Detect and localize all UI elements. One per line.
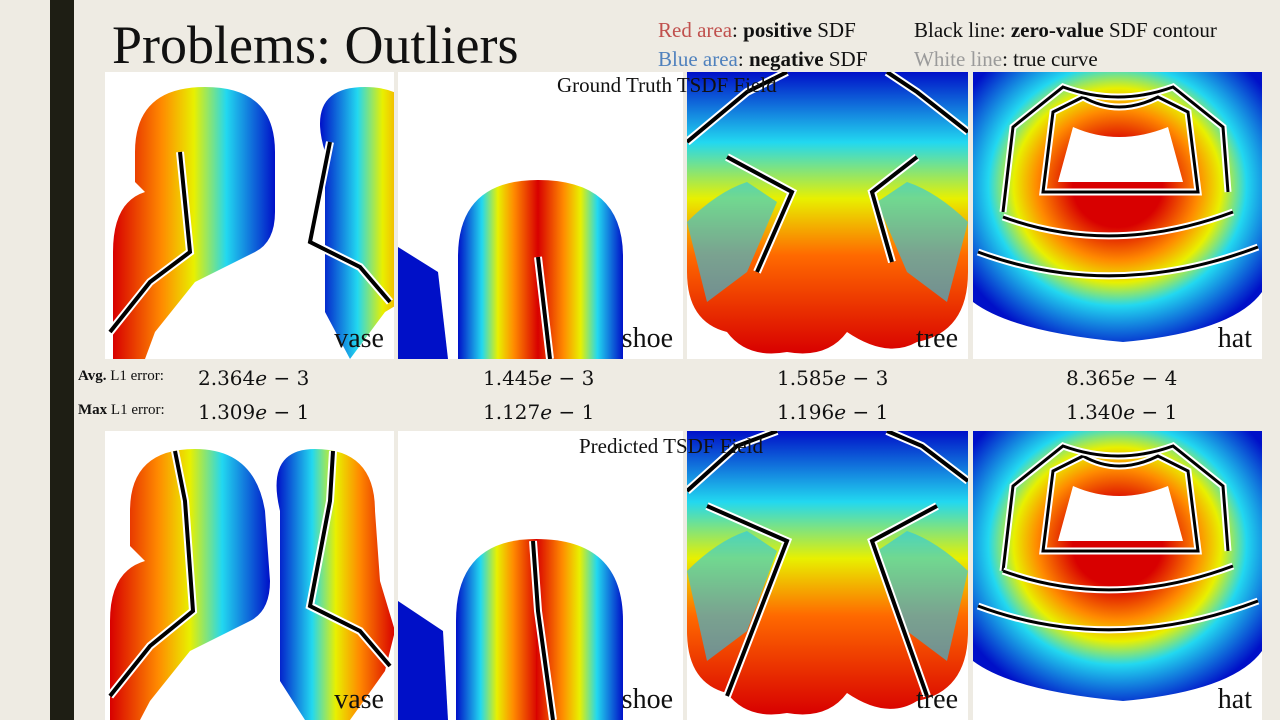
slide-title: Problems: Outliers [112,15,519,75]
max-error-label-bold: Max [78,402,108,418]
max-error-tree: 1.196e − 1 [777,400,889,424]
legend-blue-sep: : [737,47,744,71]
pred-vase-field [106,449,394,720]
max-error-label: Max L1 error: [78,402,165,419]
gt-tree-label: tree [916,323,958,354]
max-error-vase: 1.309e − 1 [198,400,310,424]
gt-shoe-label: shoe [621,323,673,354]
pred-tree-field [687,431,968,715]
legend-red: Red area: positive SDF [658,18,856,43]
gt-hat-field [973,72,1262,342]
legend-blue-bold: negative [748,47,824,71]
max-error-hat: 1.340e − 1 [1066,400,1178,424]
legend-red-tail: SDF [817,18,856,42]
avg-error-label-bold: Avg. [78,368,107,384]
pred-panel-tree: tree [687,431,968,720]
gt-vase-label: vase [334,323,384,354]
gt-panel-tree: tree [687,72,968,359]
accent-bar [50,0,74,720]
gt-panel-hat: hat [973,72,1262,359]
legend-white-tail: : true curve [1002,47,1098,71]
legend-red-key: Red area [658,18,733,42]
avg-error-hat: 8.365e − 4 [1066,366,1178,390]
pred-hat-field [973,431,1262,701]
gt-panel-vase: vase [105,72,394,359]
avg-error-shoe: 1.445e − 3 [483,366,595,390]
pred-panel-vase: vase [105,431,394,720]
legend-blue-tail: SDF [828,47,868,71]
pred-shoe-label: shoe [621,684,673,715]
pred-panel-shoe: shoe [398,431,683,720]
gt-tree-field [687,72,968,354]
gt-shoe-field [398,180,623,359]
pred-panel-hat: hat [973,431,1262,720]
legend-black-bold: zero-value [1010,18,1104,42]
gt-panel-shoe: shoe [398,72,683,359]
legend-white: White line: true curve [914,47,1098,72]
max-error-label-rest: L1 error: [110,402,165,418]
gt-hat-label: hat [1217,323,1252,354]
pred-hat-label: hat [1217,684,1252,715]
predicted-label: Predicted TSDF Field [579,434,763,458]
legend-white-key: White line [914,47,1003,71]
legend-black-tail: SDF contour [1108,18,1217,42]
pred-tree-label: tree [916,684,958,715]
legend-red-sep: : [732,18,738,42]
legend-black-head: Black line: [914,18,1006,42]
left-margin [0,0,50,720]
legend-red-bold: positive [743,18,812,42]
legend-blue-key: Blue area [658,47,738,71]
gt-vase-field [106,87,394,359]
ground-truth-label: Ground Truth TSDF Field [557,73,777,97]
pred-vase-label: vase [334,684,384,715]
max-error-shoe: 1.127e − 1 [483,400,595,424]
pred-shoe-field [398,539,623,720]
avg-error-tree: 1.585e − 3 [777,366,889,390]
legend-blue: Blue area: negative SDF [658,47,867,72]
legend-black: Black line: zero-value SDF contour [914,18,1217,43]
avg-error-label: Avg. L1 error: [78,368,164,385]
avg-error-label-rest: L1 error: [110,368,164,384]
avg-error-vase: 2.364e − 3 [198,366,310,390]
